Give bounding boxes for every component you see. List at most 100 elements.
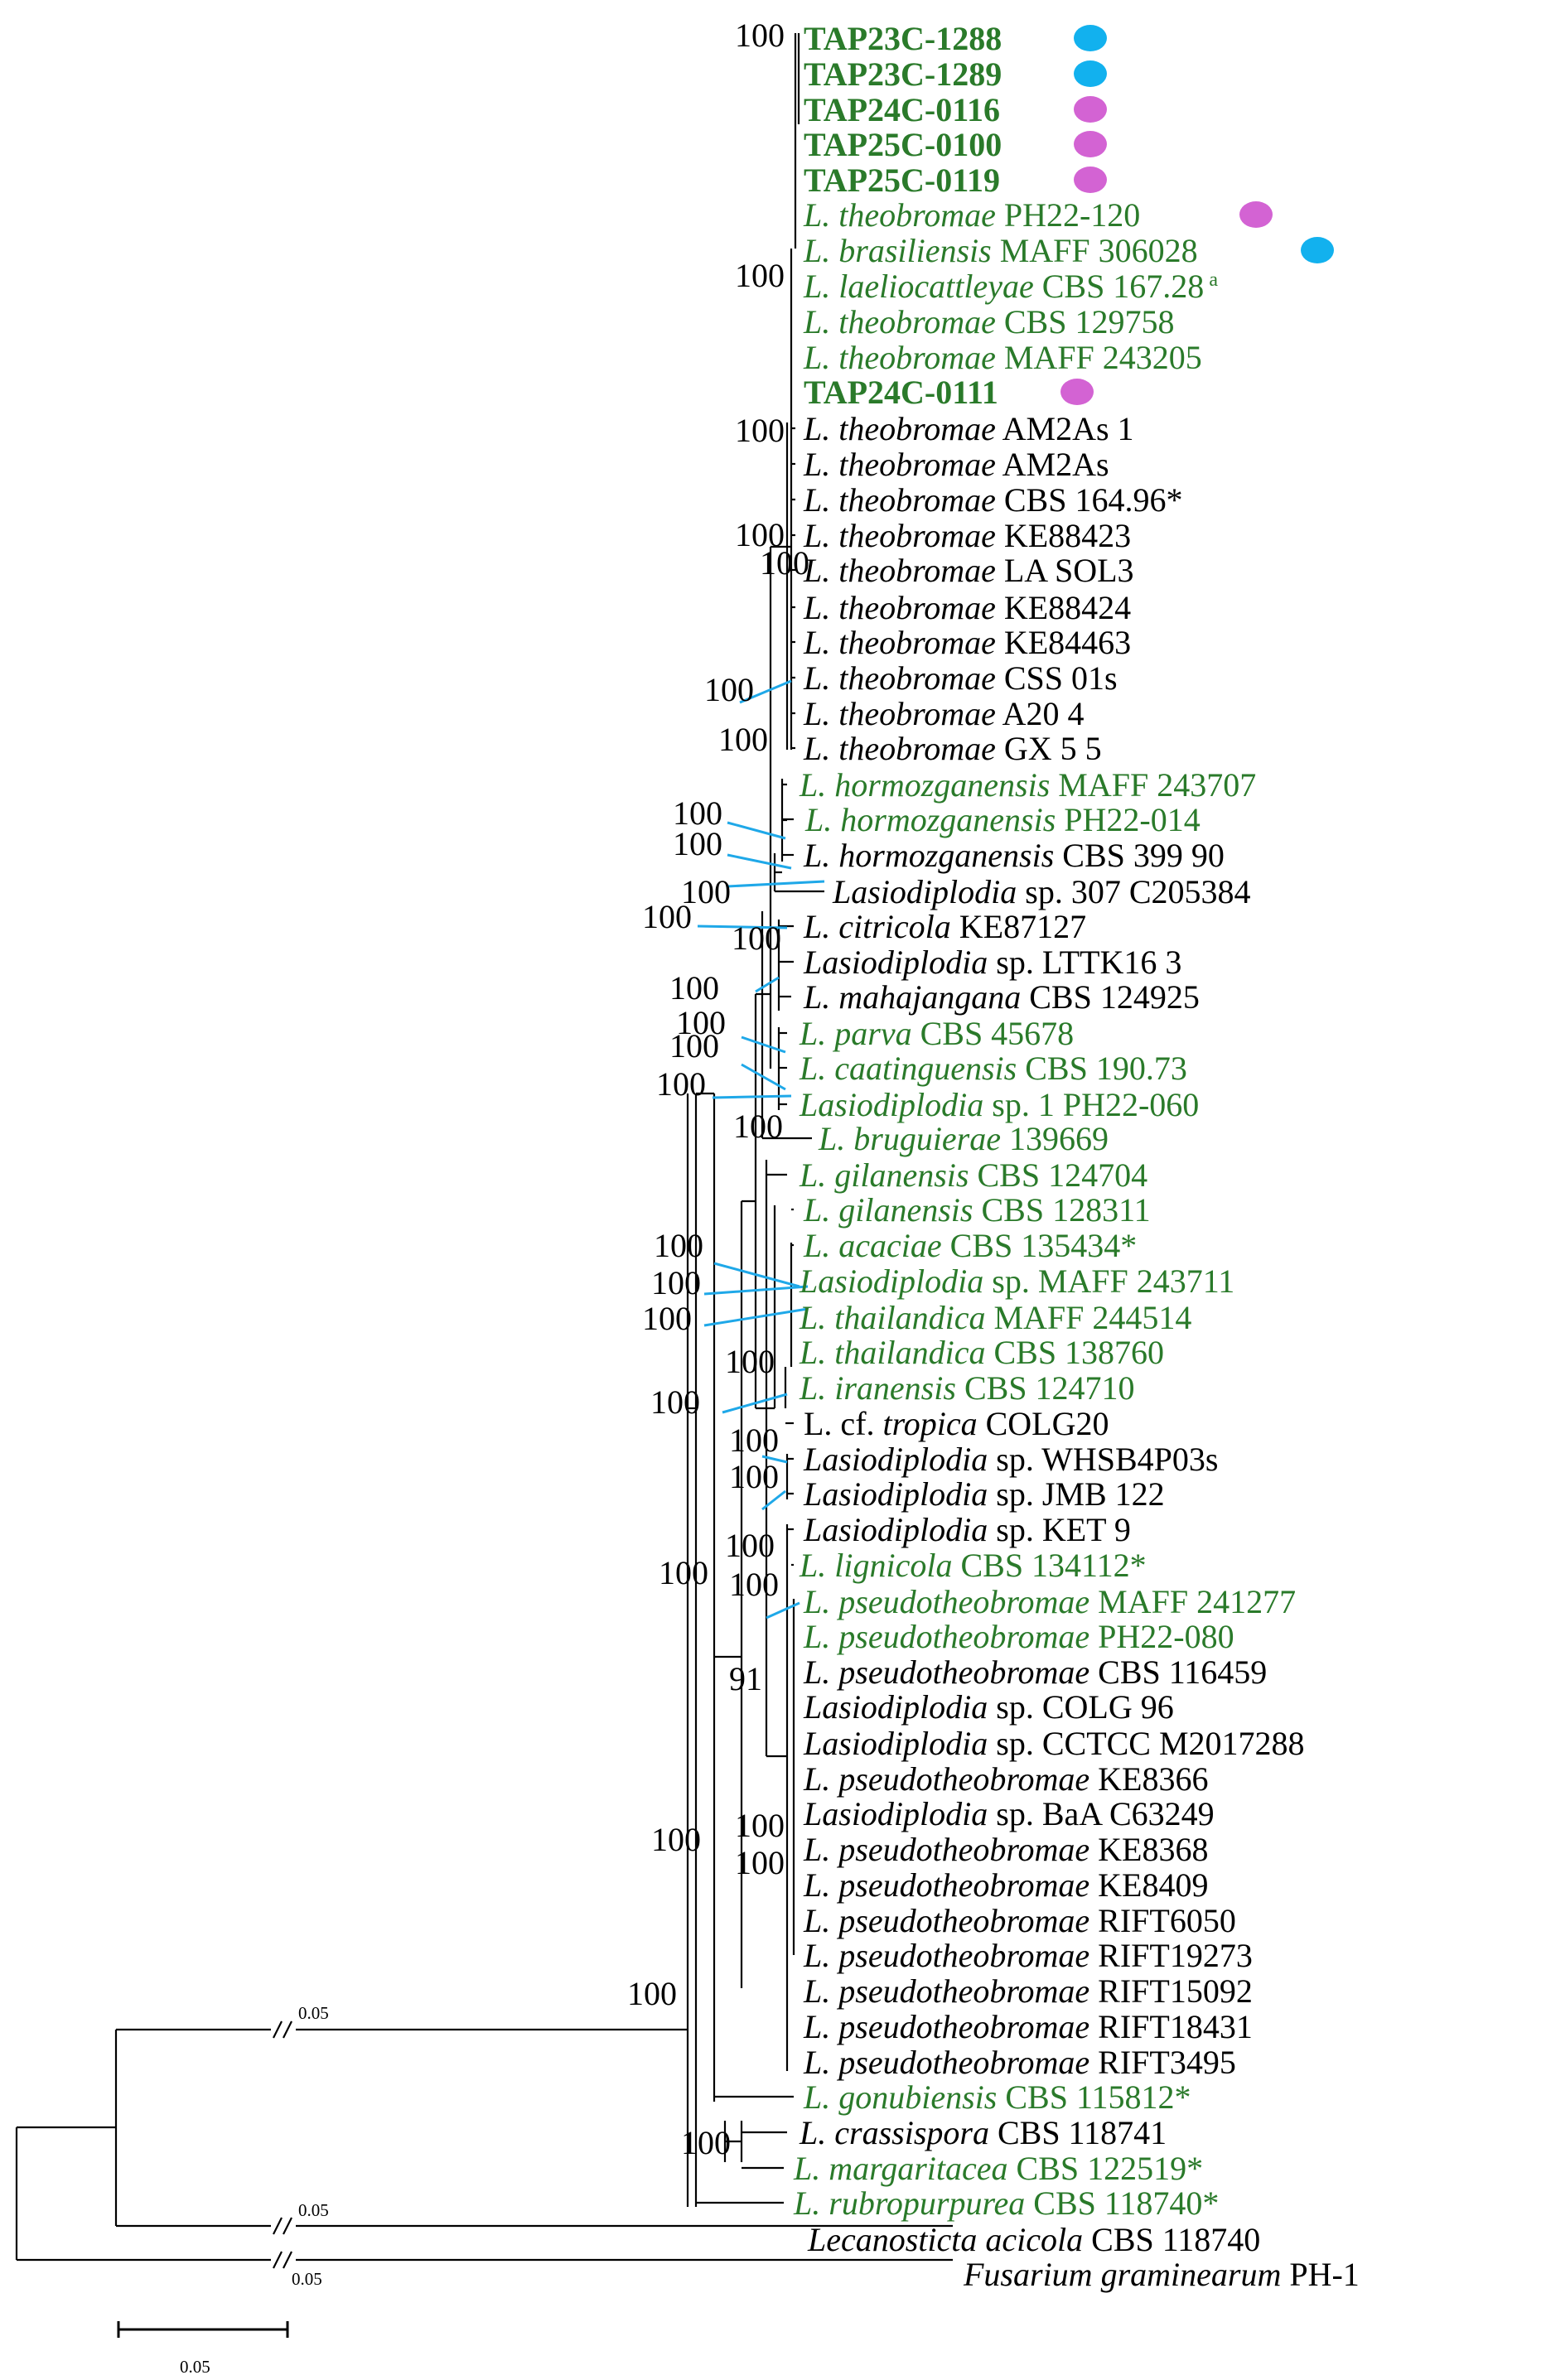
support-value: 100 [725,1527,775,1564]
taxon-label-part: LA SOL3 [996,552,1134,589]
taxon-label-part: CBS 134112* [952,1547,1146,1584]
taxon-label-part: L. thailandica [799,1334,985,1371]
taxon-label: Lasiodiplodia sp. WHSB4P03s [803,1441,1219,1478]
taxon-label-part: L. gonubiensis [803,2078,997,2116]
support-leader [713,1262,800,1288]
taxon-label: L. cf. tropica COLG20 [804,1405,1109,1442]
taxon-label-part: A20 4 [996,695,1085,732]
taxon-label-part: CBS 118740* [1025,2184,1219,2222]
taxon-label-part: L. theobromae [803,589,996,626]
support-leader [741,1036,786,1054]
taxon-label: L. pseudotheobromae PH22-080 [803,1618,1234,1655]
taxon-label-part: L. pseudotheobromae [803,1972,1089,2010]
taxon-label: L. acaciae CBS 135434* [803,1227,1137,1264]
taxon-label-part: sp. LTTK16 3 [988,944,1181,981]
taxon-label-part: COLG20 [978,1405,1109,1442]
taxon-label-part: PH22-080 [1089,1618,1234,1655]
taxon-label-part: L. theobromae [803,339,996,376]
taxon-label: L. hormozganensis CBS 399 90 [803,837,1225,874]
break-label: 0.05 [292,2269,322,2289]
taxon-label-part: RIFT15092 [1089,1972,1253,2010]
taxon-label: L. theobromae CSS 01s [803,659,1118,697]
support-leader [741,1063,786,1091]
support-value: 100 [725,1343,775,1380]
taxon-label-part: 139669 [1001,1120,1109,1157]
support-value: 100 [627,1975,677,2012]
taxon-label: L. rubropurpurea CBS 118740* [793,2184,1219,2222]
taxon-label-part: Lasiodiplodia [799,1086,983,1123]
taxon-label-part: TAP25C-0119 [804,162,1000,199]
taxon-label: L. mahajangana CBS 124925 [803,978,1200,1016]
taxon-label-part: Lasiodiplodia [803,944,988,981]
taxon-label: TAP24C-0111 [804,374,998,411]
taxon-label-part: L. pseudotheobromae [803,1760,1089,1798]
taxon-label-part: L. hormozganensis [799,766,1050,804]
taxon-label: L. pseudotheobromae RIFT15092 [803,1972,1253,2010]
taxon-label: L. theobromae AM2As 1 [803,410,1134,447]
break-slash [273,2020,283,2039]
taxon-label: L. theobromae CBS 164.96* [803,481,1182,519]
taxon-label-part: L. theobromae [803,624,996,661]
taxon-label: L. pseudotheobromae RIFT6050 [803,1902,1236,1939]
taxon-label-part: Lasiodiplodia [803,1475,988,1513]
support-leader [727,880,825,888]
support-leader [697,924,788,929]
support-value: 100 [729,1422,779,1459]
support-leader [755,976,780,993]
taxon-label-part: RIFT19273 [1089,1937,1253,1974]
taxon-label-part: AM2As 1 [996,410,1134,447]
taxon-label-part: MAFF 306028 [992,232,1198,269]
taxon-label-part: CBS 399 90 [1054,837,1225,874]
break-slash [283,2020,292,2039]
taxon-label: L. theobromae PH22-120 [803,196,1140,234]
branch-break-marks: 0.05 0.05 0.05 [271,2003,329,2289]
taxon-label-part: CBS 135434* [942,1227,1138,1264]
taxon-label: Lasiodiplodia sp. JMB 122 [803,1475,1165,1513]
taxon-label-part: CBS 124704 [969,1156,1147,1194]
support-value: 100 [735,257,785,294]
support-value: 100 [735,516,785,553]
taxon-label: L. gilanensis CBS 124704 [799,1156,1147,1194]
support-leader [712,1094,792,1099]
taxon-label-part: L. pseudotheobromae [803,2044,1089,2081]
blue-host-dot [1074,60,1107,87]
taxon-label-part: Lecanosticta acicola [807,2221,1083,2258]
pink-host-dot [1060,379,1094,405]
taxon-label: L. pseudotheobromae CBS 116459 [803,1653,1267,1691]
taxon-label-part: MAFF 243205 [996,339,1202,376]
taxon-label-part: L. hormozganensis [803,837,1054,874]
taxon-label-part: L. margaritacea [793,2150,1008,2187]
taxon-label: L. hormozganensis PH22-014 [804,801,1201,838]
taxon-label-part: PH22-014 [1056,801,1200,838]
taxon-label-part: PH22-120 [996,196,1140,234]
taxon-label-part: L. caatinguensis [799,1050,1017,1087]
support-value: 100 [735,17,785,54]
taxon-label-part: TAP24C-0116 [804,91,1000,128]
taxon-label-part: a [1204,269,1218,291]
support-leader [703,1285,809,1296]
taxon-label-part: L. citricola [803,908,951,945]
taxon-label-part: L. theobromae [803,446,996,483]
taxon-label-part: CBS 115812* [997,2078,1191,2116]
taxon-label-part: L. mahajangana [803,978,1021,1016]
pink-host-dot [1074,167,1107,193]
support-value: 100 [651,1264,701,1301]
support-value: 100 [732,920,781,957]
taxon-label-part: sp. CCTCC M2017288 [988,1725,1304,1762]
taxon-label-part: L. pseudotheobromae [803,1902,1089,1939]
taxon-label-part: RIFT6050 [1089,1902,1236,1939]
support-value: 100 [650,1383,700,1421]
taxon-label: L. theobromae AM2As [803,446,1109,483]
support-value: 100 [651,1821,701,1858]
taxon-label-part: L. theobromae [803,552,996,589]
taxon-label-part: L. theobromae [803,659,996,697]
taxon-label-part: L. pseudotheobromae [803,1937,1089,1974]
taxon-label-part: Lasiodiplodia [803,1725,988,1762]
taxon-label-part: TAP23C-1288 [804,20,1002,57]
taxon-label: Fusarium graminearum PH-1 [963,2256,1360,2293]
taxon-label: Lasiodiplodia sp. MAFF 243711 [799,1262,1234,1300]
break-label: 0.05 [298,2003,329,2023]
taxon-label-part: CBS 116459 [1089,1653,1267,1691]
taxon-label-part: L. laeliocattleyae [803,268,1034,305]
